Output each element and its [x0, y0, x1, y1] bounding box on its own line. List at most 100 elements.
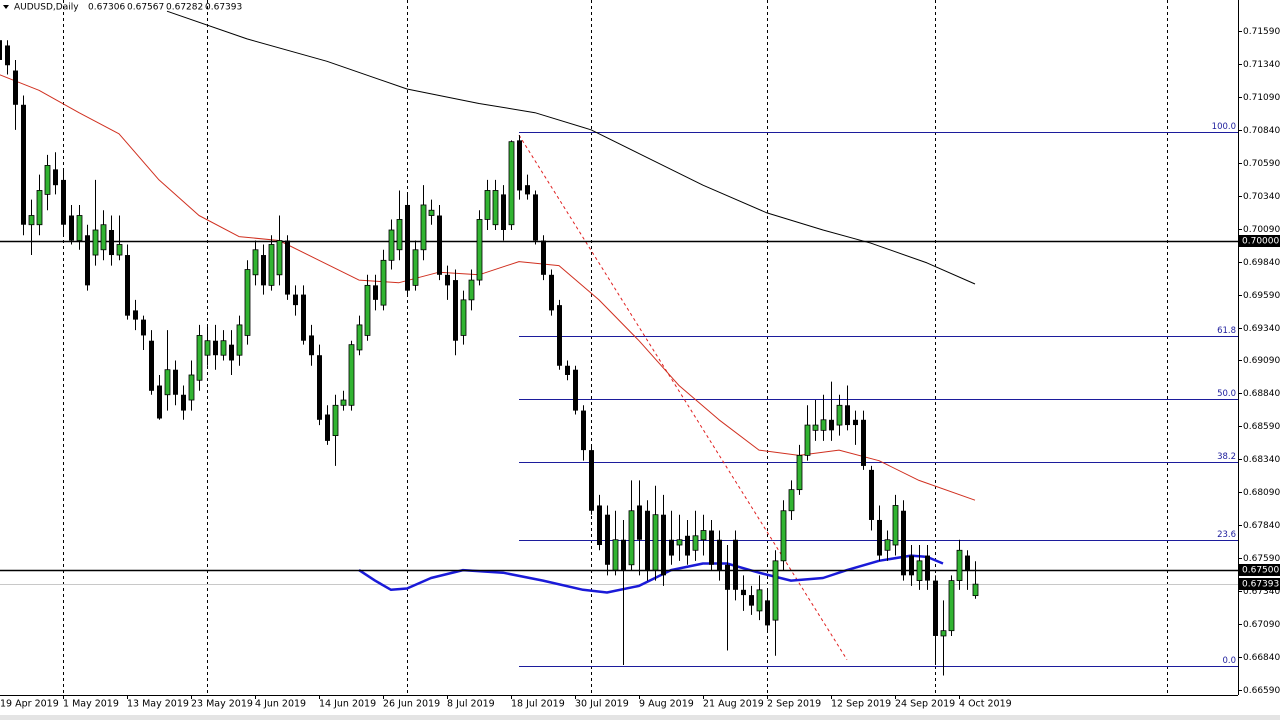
candle-body — [549, 274, 554, 311]
candle-body — [76, 215, 83, 241]
y-tick-label: 0.66590 — [1243, 686, 1280, 696]
candle-body — [332, 404, 339, 437]
y-tick-label: 0.70090 — [1243, 225, 1280, 235]
candle-body — [884, 539, 891, 551]
candle-body — [605, 514, 610, 565]
candle-body — [28, 215, 35, 226]
candle-body — [236, 324, 243, 356]
candles-layer — [0, 40, 979, 676]
fib-label: 50.0 — [1217, 389, 1236, 399]
candle-body — [61, 179, 66, 225]
candle-body — [933, 580, 938, 636]
candle-body — [669, 539, 674, 556]
candle-body — [645, 510, 650, 571]
y-tick-label: 0.68090 — [1243, 488, 1280, 498]
candle-body — [21, 104, 26, 225]
candle-body — [741, 589, 746, 596]
fib-label: 23.6 — [1217, 530, 1236, 540]
candle-body — [309, 335, 314, 356]
candle-body — [5, 45, 10, 66]
candle-body — [348, 344, 355, 406]
candle-body — [325, 414, 330, 441]
candle-body — [621, 539, 626, 571]
header-arrow — [3, 5, 9, 9]
y-tick-label: 0.71590 — [1243, 27, 1280, 37]
candle-body — [717, 539, 722, 571]
candle-body — [268, 244, 275, 286]
candle-body — [589, 450, 594, 511]
fib-label: 100.0 — [1212, 122, 1236, 132]
candle-body — [940, 630, 947, 637]
candle-body — [956, 549, 963, 581]
candle-body — [692, 535, 699, 551]
candle-body — [733, 539, 738, 590]
candle-body — [53, 169, 58, 186]
header-low: 0.67282 — [166, 3, 203, 13]
x-tick-label: 26 Jun 2019 — [383, 699, 440, 710]
x-tick-label: 18 Jul 2019 — [511, 699, 565, 710]
level-box — [1239, 235, 1280, 247]
x-tick-label: 21 Aug 2019 — [703, 699, 764, 710]
candle-body — [508, 141, 515, 226]
candle-body — [948, 580, 955, 632]
fib-label: 0.0 — [1222, 656, 1236, 666]
candle-body — [597, 505, 602, 546]
candle-body — [772, 560, 779, 621]
candle-body — [700, 530, 707, 541]
candle-body — [892, 505, 899, 546]
candle-body — [780, 510, 787, 562]
level-box — [1239, 564, 1280, 576]
x-tick-label: 19 Apr 2019 — [0, 699, 59, 710]
y-tick-label: 0.69340 — [1243, 324, 1280, 334]
header-high: 0.67567 — [127, 3, 164, 13]
candle-body — [100, 224, 107, 251]
y-tick-label: 0.66840 — [1243, 653, 1280, 663]
x-tick-label: 13 May 2019 — [127, 699, 189, 710]
candle-body — [229, 344, 234, 361]
candle-body — [0, 40, 2, 60]
candle-body — [213, 340, 218, 356]
candle-body — [380, 259, 387, 306]
candle-body — [244, 269, 251, 336]
candle-body — [612, 539, 619, 571]
candle-body — [652, 514, 659, 571]
candle-body — [85, 235, 90, 286]
candle-body — [829, 419, 834, 431]
header-open: 0.67306 — [88, 3, 125, 13]
candle-body — [765, 600, 770, 626]
y-tick-label: 0.67840 — [1243, 521, 1280, 531]
candle-body — [285, 240, 290, 295]
candle-body — [901, 510, 906, 576]
x-tick-label: 8 Jul 2019 — [447, 699, 495, 710]
candle-body — [92, 229, 99, 256]
trendline — [518, 134, 848, 660]
candle-body — [685, 535, 690, 556]
candle-body — [373, 285, 378, 300]
candle-body — [437, 215, 442, 275]
chart-title: AUDUSD,Daily — [14, 3, 79, 13]
candle-body — [637, 505, 642, 540]
y-tick-label: 0.67590 — [1243, 554, 1280, 564]
candle-body — [301, 294, 306, 341]
candle-body — [173, 369, 178, 395]
candle-body — [412, 249, 419, 286]
candle-body — [356, 324, 363, 351]
candle-body — [293, 294, 298, 306]
candle-body — [181, 394, 186, 411]
candle-body — [36, 190, 43, 226]
candle-body — [820, 419, 827, 431]
candle-body — [317, 355, 322, 420]
candle-body — [204, 340, 211, 356]
candle-body — [812, 424, 819, 431]
candle-body — [804, 424, 811, 456]
candle-body — [340, 399, 347, 406]
x-tick-label: 1 May 2019 — [63, 699, 119, 710]
candle-body — [468, 279, 475, 301]
candle-body — [916, 560, 923, 581]
candle-body — [725, 564, 730, 590]
candle-body — [396, 219, 403, 251]
candle-body — [909, 555, 914, 576]
y-tick-label: 0.70840 — [1243, 126, 1280, 136]
x-tick-label: 24 Sep 2019 — [895, 699, 955, 710]
